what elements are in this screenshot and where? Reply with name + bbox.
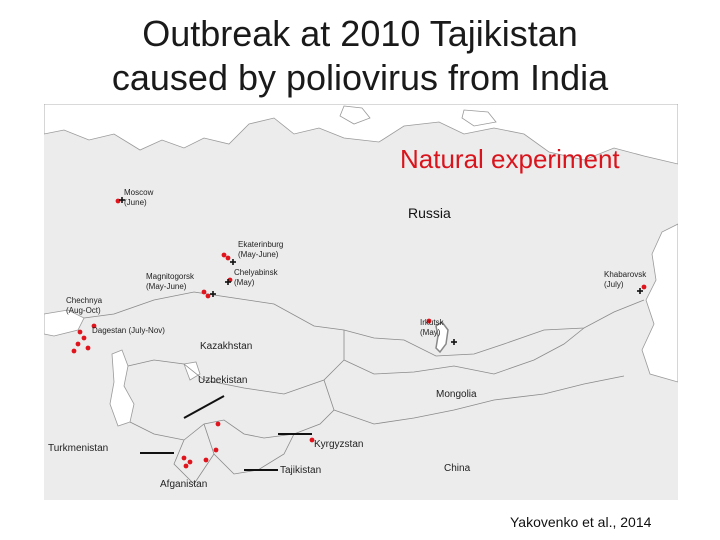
city-date: (May) <box>234 278 255 287</box>
caspian-sea <box>109 349 135 427</box>
city-cross-icon <box>230 259 236 265</box>
outbreak-map: Moscow (June) Ekaterinburg (May-June) Ma… <box>44 104 678 500</box>
natural-experiment-label: Natural experiment <box>400 144 620 174</box>
uzbekistan-pointer <box>183 395 225 419</box>
city-date: (June) <box>124 198 147 207</box>
city-label-irkutsk: Irkutsk (May) <box>420 318 444 338</box>
city-marks <box>119 197 643 345</box>
city-cross-icon <box>119 197 125 203</box>
city-label-magnitogorsk: Magnitogorsk (May-June) <box>146 272 194 292</box>
central-asia-borders <box>129 379 335 485</box>
city-name: Moscow <box>124 188 154 197</box>
city-name: Chelyabinsk <box>234 268 278 277</box>
aral-sea <box>183 361 201 381</box>
russia-southern-border <box>83 291 645 357</box>
case-marker <box>221 252 227 258</box>
city-date: (July) <box>604 280 624 289</box>
case-marker <box>641 284 647 290</box>
city-label-ekaterinburg: Ekaterinburg (May-June) <box>238 240 283 260</box>
case-marker <box>205 293 211 299</box>
city-cross-icon <box>225 279 231 285</box>
case-marker <box>215 421 221 427</box>
country-label-russia: Russia <box>408 205 451 221</box>
country-label-turkmenistan: Turkmenistan <box>48 443 109 454</box>
kazakhstan-border <box>127 330 345 395</box>
case-marker <box>203 457 209 463</box>
novaya-zemlya-island <box>339 105 371 125</box>
case-marker <box>181 455 187 461</box>
country-label-kazakhstan: Kazakhstan <box>200 341 253 352</box>
city-date: (Aug-Oct) <box>66 306 101 315</box>
city-cross-icon <box>451 339 457 345</box>
case-marker <box>426 318 432 324</box>
city-label-khabarovsk: Khabarovsk (July) <box>604 270 646 290</box>
citation: Yakovenko et al., 2014 <box>510 514 652 530</box>
country-label-tajikistan: Tajikistan <box>280 465 322 476</box>
lake-baikal <box>435 320 449 354</box>
pacific-coast <box>641 223 678 383</box>
country-label-afganistan: Afganistan <box>160 479 208 490</box>
arctic-coastline <box>44 104 678 165</box>
case-marker <box>183 463 189 469</box>
case-marker <box>91 323 97 329</box>
city-cross-icon <box>210 291 216 297</box>
mongolia-border <box>343 327 585 375</box>
city-name: Irkutsk <box>420 318 444 327</box>
city-label-moscow: Moscow (June) <box>124 188 153 208</box>
country-label-china: China <box>444 463 471 474</box>
city-date: (May) <box>420 328 441 337</box>
country-label-uzbekistan: Uzbekistan <box>198 375 248 386</box>
city-name: Magnitogorsk <box>146 272 195 281</box>
case-marker <box>81 335 87 341</box>
case-marker <box>309 437 315 443</box>
slide-title: Outbreak at 2010 Tajikistan caused by po… <box>0 12 720 100</box>
case-marker <box>213 447 219 453</box>
city-cross-icon <box>637 288 643 294</box>
china-border <box>333 375 625 425</box>
city-name: Chechnya <box>66 296 103 305</box>
case-marker <box>75 341 81 347</box>
city-date: (July-Nov) <box>128 326 165 335</box>
case-marker <box>225 255 231 261</box>
city-label-chechnya: Chechnya (Aug-Oct) <box>66 296 102 316</box>
taymyr-island <box>461 109 497 127</box>
case-marker <box>201 289 207 295</box>
country-label-mongolia: Mongolia <box>436 389 477 400</box>
map-drawing <box>44 104 678 485</box>
country-label-kyrgyzstan: Kyrgyzstan <box>314 439 364 450</box>
case-marker <box>71 348 77 354</box>
case-marker <box>77 329 83 335</box>
title-line-1: Outbreak at 2010 Tajikistan <box>142 13 578 54</box>
case-marker <box>85 345 91 351</box>
city-label-chelyabinsk: Chelyabinsk (May) <box>234 268 278 288</box>
city-name: Ekaterinburg <box>238 240 284 249</box>
case-markers <box>71 198 647 469</box>
city-date: (May-June) <box>146 282 187 291</box>
title-line-2: caused by poliovirus from India <box>111 57 609 98</box>
case-marker <box>187 459 193 465</box>
city-name: Dagestan <box>92 326 127 335</box>
city-name: Khabarovsk <box>604 270 647 279</box>
black-sea <box>44 309 85 337</box>
city-label-dagestan: Dagestan (July-Nov) <box>92 326 165 336</box>
city-date: (May-June) <box>238 250 279 259</box>
